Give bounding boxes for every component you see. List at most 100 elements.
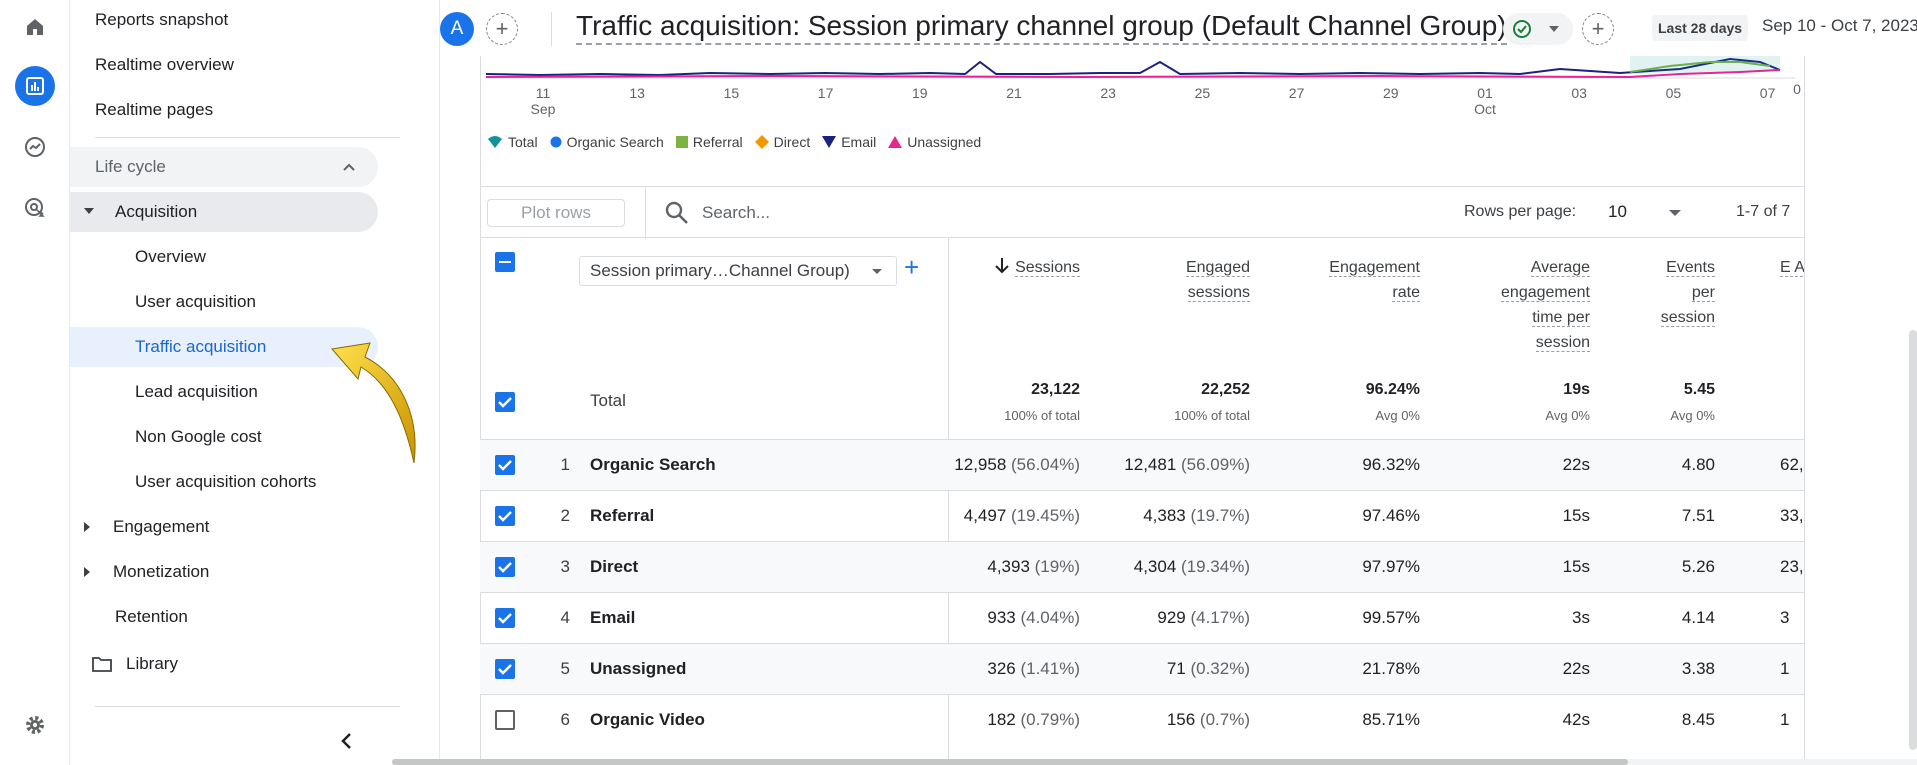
annotation-arrow-icon bbox=[331, 342, 416, 464]
sidebar-item-retention[interactable]: Retention bbox=[115, 607, 188, 626]
vertical-scrollbar[interactable] bbox=[1909, 330, 1917, 750]
caret-down-icon bbox=[84, 208, 94, 214]
channel-name: Unassigned bbox=[590, 659, 687, 678]
comparison-avatar[interactable]: A bbox=[440, 12, 474, 46]
engagement-rate-cell: 85.71% bbox=[1362, 710, 1420, 729]
caret-right-icon bbox=[84, 567, 90, 577]
chevron-down-icon bbox=[872, 269, 882, 274]
caret-right-icon bbox=[84, 522, 90, 532]
check-icon bbox=[498, 562, 512, 573]
add-chart-button[interactable]: + bbox=[1582, 13, 1614, 45]
table-row[interactable]: 1 Organic Search 12,958 (56.04%) 12,481 (56… bbox=[480, 439, 1804, 490]
legend-item-email[interactable]: Email bbox=[822, 134, 876, 150]
add-dimension-button[interactable]: + bbox=[904, 252, 920, 282]
legend-item-unassigned[interactable]: Unassigned bbox=[888, 134, 981, 150]
channel-name: Email bbox=[590, 608, 636, 627]
average-engagement-time-cell: 22s bbox=[1562, 455, 1590, 474]
total-row-label: Total bbox=[590, 391, 626, 410]
total-sessions: 23,122 bbox=[1031, 381, 1080, 398]
sidebar-item-engagement[interactable]: Engagement bbox=[84, 507, 209, 547]
home-icon[interactable] bbox=[15, 7, 55, 47]
legend-item-total[interactable]: Total bbox=[487, 134, 538, 150]
column-header-sessions[interactable]: Sessions bbox=[980, 255, 1080, 280]
dimension-select[interactable]: Session primary…Channel Group) bbox=[579, 256, 897, 286]
x-axis-tick-label: 11 bbox=[535, 85, 551, 101]
legend-item-referral[interactable]: Referral bbox=[675, 134, 743, 150]
check-icon bbox=[498, 613, 512, 624]
engaged-sessions-cell: 12,481 (56.09%) bbox=[1124, 455, 1250, 474]
sidebar-item-library[interactable]: Library bbox=[92, 644, 178, 684]
circle-icon bbox=[550, 136, 562, 148]
sidebar-item-non-google-cost[interactable]: Non Google cost bbox=[135, 427, 262, 446]
sidebar-item-overview[interactable]: Overview bbox=[135, 247, 206, 266]
average-engagement-time-cell: 15s bbox=[1562, 506, 1590, 525]
page-title: Traffic acquisition: Session primary cha… bbox=[576, 9, 1507, 45]
table-row[interactable]: 4 Email 933 (4.04%) 929 (4.17%) 99.57% 3s 4.14… bbox=[480, 592, 1804, 643]
search-icon bbox=[665, 201, 688, 224]
date-range[interactable]: Sep 10 - Oct 7, 2023 bbox=[1762, 16, 1917, 35]
chevron-down-icon[interactable] bbox=[1669, 210, 1681, 216]
row-checkbox[interactable] bbox=[495, 506, 515, 526]
engaged-sessions-cell: 71 (0.32%) bbox=[1166, 659, 1250, 678]
plot-rows-button[interactable]: Plot rows bbox=[487, 199, 625, 227]
horizontal-scrollbar[interactable] bbox=[392, 759, 1917, 765]
collapse-sidebar-button[interactable] bbox=[330, 725, 362, 757]
advertising-icon[interactable] bbox=[15, 188, 55, 228]
total-engagement-rate: 96.24% bbox=[1365, 381, 1420, 398]
total-sessions-share: 100% of total bbox=[1004, 408, 1080, 423]
table-row[interactable]: 6 Organic Video 182 (0.79%) 156 (0.7%) 85.71… bbox=[480, 694, 1804, 745]
column-header-events-per-session[interactable]: Events per session bbox=[1660, 259, 1715, 327]
explore-icon[interactable] bbox=[15, 127, 55, 167]
column-header-average-engagement-time[interactable]: Average engagement time per session bbox=[1501, 259, 1590, 352]
row-checkbox[interactable] bbox=[495, 557, 515, 577]
legend-item-organic-search[interactable]: Organic Search bbox=[550, 134, 664, 150]
events-per-session-cell: 4.14 bbox=[1681, 608, 1715, 627]
table-row[interactable]: 5 Unassigned 326 (1.41%) 71 (0.32%) 21.78% 22… bbox=[480, 643, 1804, 694]
average-engagement-time-cell: 15s bbox=[1562, 557, 1590, 576]
average-engagement-time-cell: 22s bbox=[1562, 659, 1590, 678]
column-header-truncated[interactable]: E Al bbox=[1780, 255, 1804, 280]
row-checkbox[interactable] bbox=[495, 608, 515, 628]
rows-per-page-select[interactable]: 10 bbox=[1608, 202, 1627, 221]
total-checkbox[interactable] bbox=[495, 392, 515, 412]
row-checkbox[interactable] bbox=[495, 710, 515, 730]
engaged-sessions-cell: 4,383 (19.7%) bbox=[1143, 506, 1250, 525]
total-events-per-session-avg: Avg 0% bbox=[1670, 408, 1715, 423]
report-status-pill[interactable] bbox=[1503, 13, 1573, 45]
table-row[interactable]: 3 Direct 4,393 (19%) 4,304 (19.34%) 97.97% 15… bbox=[480, 541, 1804, 592]
scrollbar-thumb[interactable] bbox=[392, 759, 1628, 765]
select-all-checkbox[interactable] bbox=[495, 252, 515, 272]
events-per-session-cell: 3.38 bbox=[1681, 659, 1715, 678]
sidebar-item-lead-acquisition[interactable]: Lead acquisition bbox=[135, 382, 258, 401]
header-separator bbox=[551, 12, 552, 46]
channel-name: Organic Search bbox=[590, 455, 716, 474]
date-range-badge[interactable]: Last 28 days bbox=[1652, 15, 1749, 41]
table-row[interactable]: 2 Referral 4,497 (19.45%) 4,383 (19.7%) 97.4… bbox=[480, 490, 1804, 541]
truncated-cell: 62, bbox=[1780, 455, 1804, 474]
sidebar-item-realtime-pages[interactable]: Realtime pages bbox=[95, 100, 214, 119]
sidebar-item-user-acquisition-cohorts[interactable]: User acquisition cohorts bbox=[135, 472, 317, 491]
legend-item-direct[interactable]: Direct bbox=[754, 134, 810, 150]
sidebar-item-realtime-overview[interactable]: Realtime overview bbox=[95, 55, 234, 74]
sidebar-item-reports-snapshot[interactable]: Reports snapshot bbox=[95, 10, 229, 29]
sidebar-item-acquisition[interactable]: Acquisition bbox=[70, 192, 378, 232]
truncated-cell: 1 bbox=[1780, 710, 1790, 729]
row-checkbox[interactable] bbox=[495, 659, 515, 679]
plus-icon: + bbox=[1591, 16, 1605, 41]
sidebar-group-life-cycle[interactable]: Life cycle bbox=[70, 147, 378, 187]
engagement-rate-cell: 96.32% bbox=[1362, 455, 1420, 474]
chevron-left-icon bbox=[341, 733, 351, 749]
row-checkbox[interactable] bbox=[495, 455, 515, 475]
column-header-engagement-rate[interactable]: Engagement rate bbox=[1329, 259, 1420, 302]
sidebar-item-user-acquisition[interactable]: User acquisition bbox=[135, 292, 256, 311]
sidebar-item-traffic-acquisition[interactable]: Traffic acquisition bbox=[70, 327, 378, 367]
sidebar-item-monetization[interactable]: Monetization bbox=[84, 552, 209, 592]
x-axis-tick-label: 27 bbox=[1288, 85, 1305, 101]
search-input[interactable] bbox=[702, 199, 1002, 227]
reports-icon[interactable] bbox=[15, 66, 55, 106]
x-axis-tick-label: 19 bbox=[912, 85, 928, 101]
column-header-engaged-sessions[interactable]: Engaged sessions bbox=[1185, 259, 1250, 302]
row-index: 6 bbox=[560, 710, 570, 729]
settings-icon[interactable] bbox=[15, 705, 55, 745]
add-comparison-button[interactable]: + bbox=[486, 13, 518, 45]
